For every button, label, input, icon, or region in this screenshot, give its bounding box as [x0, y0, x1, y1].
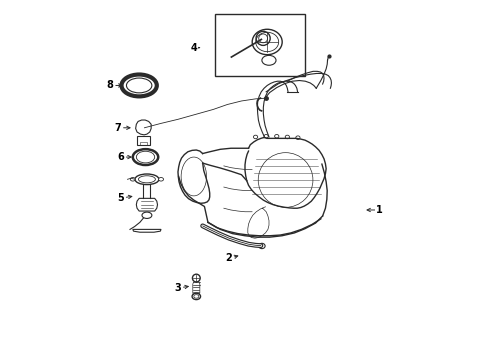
Text: 6: 6 [118, 152, 124, 162]
Ellipse shape [159, 177, 164, 181]
Bar [137, 136, 150, 145]
Ellipse shape [192, 293, 200, 300]
Ellipse shape [193, 274, 200, 282]
Text: 1: 1 [376, 205, 382, 215]
Text: 4: 4 [191, 43, 197, 53]
Ellipse shape [135, 174, 159, 185]
Text: 7: 7 [115, 123, 122, 133]
Polygon shape [136, 120, 151, 135]
Text: 8: 8 [107, 80, 114, 90]
Bar [215, 14, 305, 76]
Ellipse shape [130, 177, 135, 181]
Text: 3: 3 [174, 283, 181, 293]
Polygon shape [136, 198, 157, 211]
Polygon shape [133, 229, 161, 232]
Text: 5: 5 [118, 193, 124, 203]
Ellipse shape [142, 212, 152, 219]
Text: 2: 2 [226, 253, 232, 262]
Ellipse shape [259, 243, 265, 249]
